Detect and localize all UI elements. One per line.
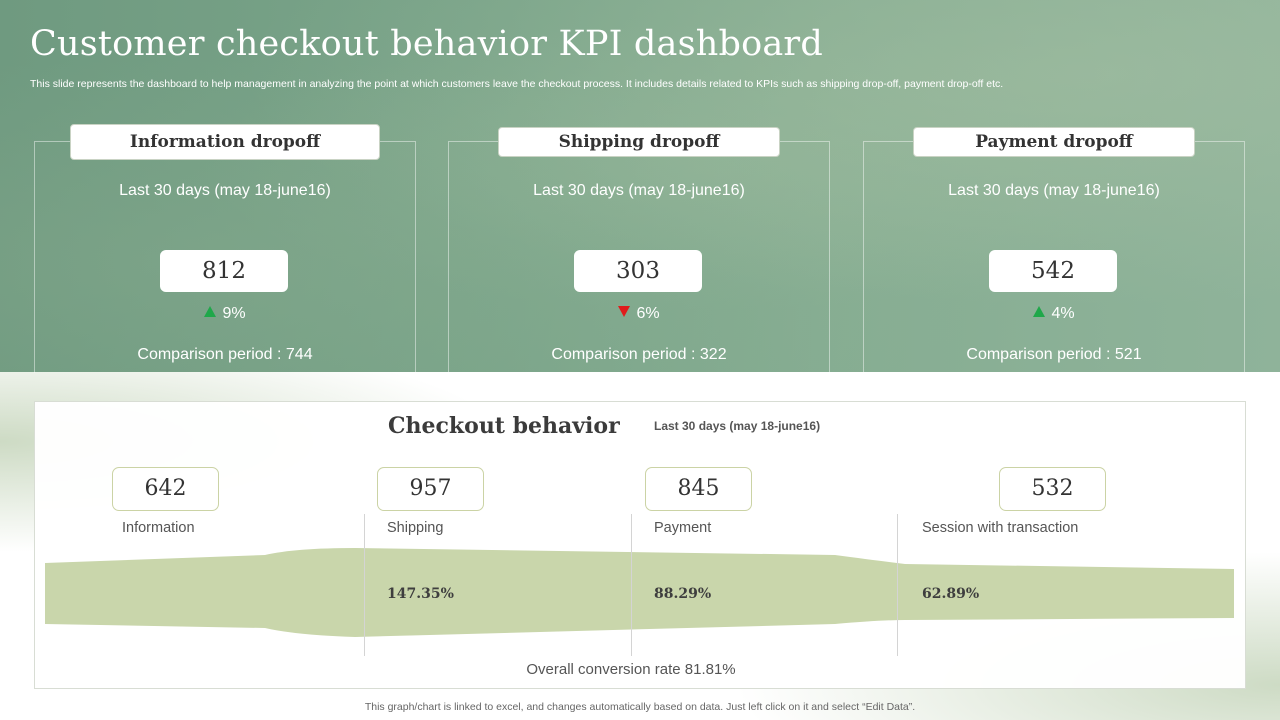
kpi-change-value: 6% — [636, 305, 660, 322]
kpi-comparison: Comparison period : 744 — [137, 346, 313, 363]
stage-label-payment: Payment — [654, 520, 712, 536]
kpi-value: 542 — [989, 250, 1117, 292]
up-arrow-icon — [1033, 306, 1046, 317]
stage-divider — [631, 514, 632, 656]
page-title: Customer checkout behavior KPI dashboard — [30, 24, 823, 64]
stage-divider — [364, 514, 365, 656]
checkout-behavior-panel: Checkout behavior Last 30 days (may 18-j… — [34, 401, 1246, 689]
kpi-header: Information dropoff — [70, 124, 380, 160]
stage-label-session: Session with transaction — [922, 520, 1079, 536]
kpi-period: Last 30 days (may 18-june16) — [533, 182, 745, 199]
kpi-header: Payment dropoff — [913, 127, 1195, 157]
checkout-title: Checkout behavior — [388, 413, 620, 439]
down-arrow-icon — [618, 306, 631, 317]
kpi-panel-payment-dropoff: Payment dropoff Last 30 days (may 18-jun… — [863, 127, 1245, 373]
kpi-panel-information-dropoff: Information dropoff Last 30 days (may 18… — [34, 124, 416, 373]
kpi-change-value: 9% — [222, 305, 246, 322]
stage-value-shipping: 957 — [377, 467, 484, 511]
stage-label-shipping: Shipping — [387, 520, 444, 536]
stage-pct-session: 62.89% — [922, 586, 980, 602]
stage-value-session: 532 — [999, 467, 1106, 511]
kpi-header: Shipping dropoff — [498, 127, 780, 157]
kpi-change: 9% — [35, 305, 415, 323]
kpi-panel-shipping-dropoff: Shipping dropoff Last 30 days (may 18-ju… — [448, 127, 830, 373]
up-arrow-icon — [204, 306, 217, 317]
footer-note: This graph/chart is linked to excel, and… — [364, 701, 916, 713]
kpi-value: 812 — [160, 250, 288, 292]
stage-pct-payment: 88.29% — [654, 586, 712, 602]
checkout-period: Last 30 days (may 18-june16) — [654, 419, 821, 433]
page-subtitle: This slide represents the dashboard to h… — [30, 78, 1004, 90]
stage-divider — [897, 514, 898, 656]
checkout-funnel-shape — [45, 548, 1234, 637]
kpi-period: Last 30 days (may 18-june16) — [948, 182, 1160, 199]
kpi-change: 4% — [864, 305, 1244, 323]
kpi-comparison: Comparison period : 521 — [966, 346, 1142, 363]
kpi-change: 6% — [449, 305, 829, 323]
stage-value-payment: 845 — [645, 467, 752, 511]
funnel-band — [45, 548, 1234, 637]
stage-value-information: 642 — [112, 467, 219, 511]
stage-pct-shipping: 147.35% — [387, 586, 454, 602]
kpi-period: Last 30 days (may 18-june16) — [119, 182, 331, 199]
kpi-change-value: 4% — [1051, 305, 1075, 322]
kpi-comparison: Comparison period : 322 — [551, 346, 727, 363]
overall-conversion-rate: Overall conversion rate 81.81% — [526, 661, 736, 678]
kpi-value: 303 — [574, 250, 702, 292]
stage-label-information: Information — [122, 520, 195, 536]
